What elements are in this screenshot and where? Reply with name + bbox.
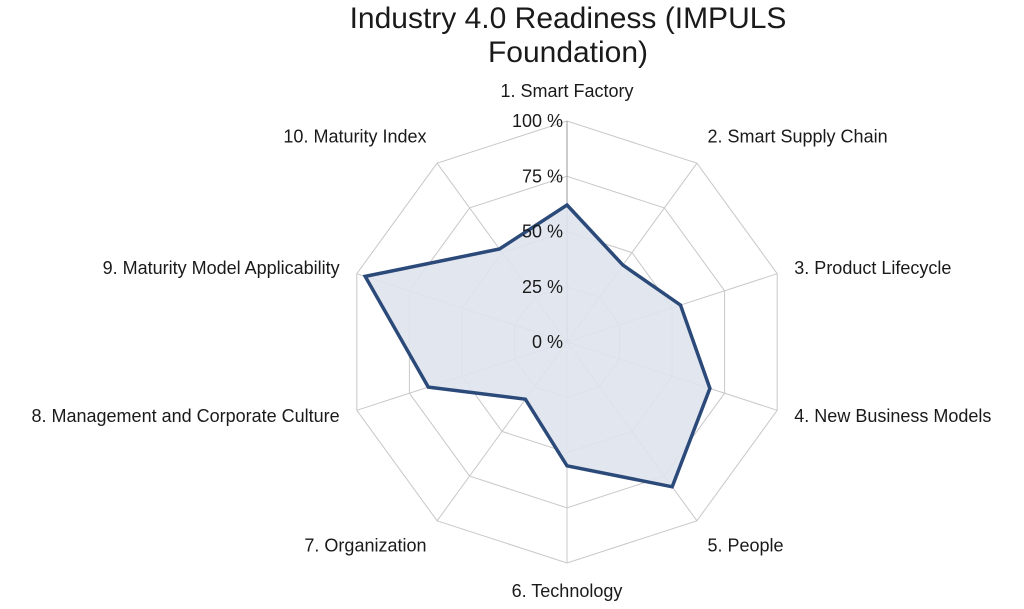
category-label-7: 7. Organization <box>304 535 426 555</box>
category-label-5: 5. People <box>708 535 784 555</box>
data-point-9 <box>363 274 367 278</box>
category-label-1: 1. Smart Factory <box>500 81 633 101</box>
data-point-5 <box>670 485 674 489</box>
chart-title-line-2: Foundation) <box>488 36 648 69</box>
category-label-6: 6. Technology <box>512 581 623 601</box>
tick-label-4: 100 % <box>512 111 563 131</box>
data-point-2 <box>621 263 625 267</box>
data-point-6 <box>565 464 569 468</box>
data-point-3 <box>679 303 682 307</box>
category-label-3: 3. Product Lifecycle <box>794 258 951 278</box>
category-label-9: 9. Maturity Model Applicability <box>103 258 340 278</box>
category-label-10: 10. Maturity Index <box>283 127 426 147</box>
category-label-4: 4. New Business Models <box>794 406 991 426</box>
category-label-8: 8. Management and Corporate Culture <box>32 406 340 426</box>
data-point-4 <box>708 386 712 390</box>
category-label-2: 2. Smart Supply Chain <box>708 127 888 147</box>
data-point-1 <box>565 203 569 207</box>
category-labels: 1. Smart Factory 2. Smart Supply Chain 3. … <box>32 81 992 601</box>
tick-label-2: 50 % <box>522 222 563 242</box>
radial-tick-labels: 0 % 25 % 50 % 75 % 100 % <box>512 111 563 352</box>
radar-series <box>362 202 712 489</box>
chart-title-line-1: Industry 4.0 Readiness (IMPULS <box>350 2 787 35</box>
tick-label-1: 25 % <box>522 277 563 297</box>
tick-label-3: 75 % <box>522 166 563 186</box>
data-point-7 <box>523 397 527 401</box>
data-point-10 <box>498 247 501 251</box>
tick-label-0: 0 % <box>532 332 563 352</box>
data-point-8 <box>426 385 430 389</box>
